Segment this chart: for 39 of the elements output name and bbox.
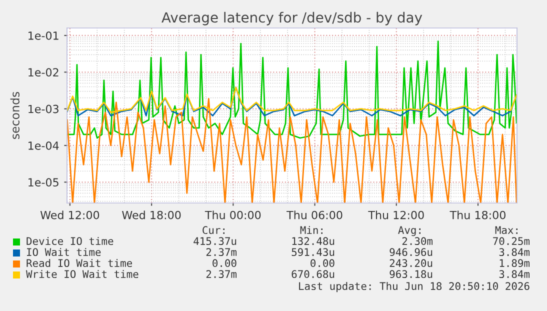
x-tick-label: Wed 12:00 (40, 210, 100, 220)
text: 591.43u (292, 248, 334, 256)
text: 1.89m (500, 259, 530, 268)
text: Avg: (398, 226, 420, 236)
text: Min: (300, 226, 322, 234)
y-tick-label: 1e-03 (28, 104, 58, 114)
legend-label: Read IO Wait time (26, 258, 132, 268)
text: 2.37m (206, 248, 237, 256)
x-tick-label: Thu 00:00 (204, 210, 261, 220)
x-tick-label: Thu 06:00 (286, 210, 342, 220)
text: 0.00 (310, 259, 334, 268)
y-tick-label: 1e-05 (28, 178, 58, 187)
x-tick-label: Wed 18:00 (122, 210, 181, 220)
x-tick-label: Thu 18:00 (450, 210, 506, 220)
legend-label: Device IO time (26, 236, 114, 246)
y-tick-label: 1e-04 (28, 141, 59, 150)
text: 2.37m (206, 270, 237, 278)
legend-label: Write IO Wait time (26, 270, 138, 278)
text: 963.18u (390, 270, 432, 278)
text: 243.20u (390, 259, 432, 268)
x-tick-label: Thu 12:00 (368, 210, 424, 220)
chart-title: Average latency for /dev/sdb - by day (162, 12, 422, 26)
legend-label: IO Wait time (27, 248, 101, 256)
text: Cur: (202, 226, 224, 234)
text: Last update: Thu Jun 18 20:50:10 2026 (299, 282, 530, 292)
text: 3.84m (499, 248, 530, 256)
y-tick-label: 1e-02 (28, 68, 58, 77)
text: 3.84m (499, 270, 530, 278)
line-series (67, 40, 517, 139)
y-tick-label: 1e-01 (28, 31, 58, 40)
text: 670.68u (292, 270, 334, 278)
text: 2.30m (402, 237, 433, 246)
text: 132.48u (292, 237, 334, 246)
text: Max: (495, 226, 518, 234)
text: 415.37u (194, 237, 236, 246)
y-axis-title: seconds (10, 92, 20, 139)
text: 70.25m (493, 237, 530, 246)
text: 946.96u (390, 248, 432, 256)
text: 0.00 (212, 259, 236, 268)
